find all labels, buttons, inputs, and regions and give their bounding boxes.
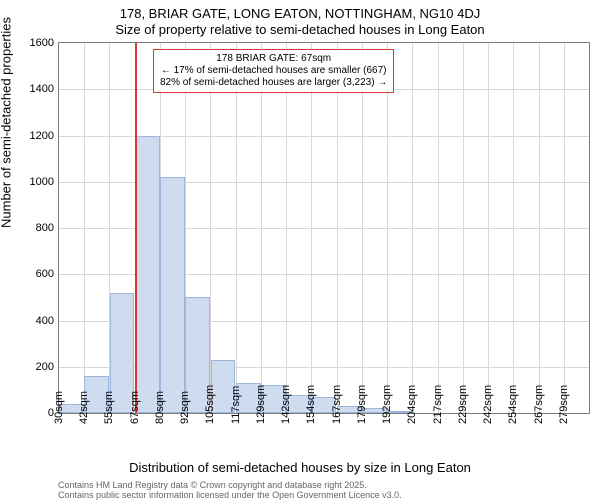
y-tick-label: 200 (14, 361, 54, 373)
y-tick-label: 1000 (14, 176, 54, 188)
y-tick-label: 1200 (14, 130, 54, 142)
grid-v (236, 43, 237, 413)
grid-v (84, 43, 85, 413)
grid-v (261, 43, 262, 413)
grid-v (564, 43, 565, 413)
x-axis-label: Distribution of semi-detached houses by … (0, 460, 600, 475)
bar (135, 136, 160, 414)
grid-v (286, 43, 287, 413)
grid-v (488, 43, 489, 413)
annotation-box: 178 BRIAR GATE: 67sqm← 17% of semi-detac… (153, 49, 394, 93)
annotation-line (135, 43, 137, 413)
y-tick-label: 1600 (14, 37, 54, 49)
y-axis-label: Number of semi-detached properties (0, 17, 14, 228)
chart-plot-area: 178 BRIAR GATE: 67sqm← 17% of semi-detac… (58, 42, 590, 414)
grid-v (387, 43, 388, 413)
y-tick-label: 1400 (14, 83, 54, 95)
grid-v (311, 43, 312, 413)
y-tick-label: 600 (14, 268, 54, 280)
annotation-line-3: 82% of semi-detached houses are larger (… (160, 77, 387, 89)
grid-v (438, 43, 439, 413)
bar (160, 177, 185, 413)
grid-v (362, 43, 363, 413)
title-line-2: Size of property relative to semi-detach… (0, 22, 600, 37)
grid-v (337, 43, 338, 413)
y-tick-label: 0 (14, 407, 54, 419)
grid-v (463, 43, 464, 413)
title-line-1: 178, BRIAR GATE, LONG EATON, NOTTINGHAM,… (0, 6, 600, 21)
grid-v (412, 43, 413, 413)
annotation-line-1: 178 BRIAR GATE: 67sqm (160, 53, 387, 65)
footer-line-2: Contains public sector information licen… (58, 490, 402, 500)
footer-line-1: Contains HM Land Registry data © Crown c… (58, 480, 367, 490)
grid-v (513, 43, 514, 413)
y-tick-label: 800 (14, 222, 54, 234)
grid-v (539, 43, 540, 413)
annotation-line-2: ← 17% of semi-detached houses are smalle… (160, 65, 387, 77)
y-tick-label: 400 (14, 315, 54, 327)
grid-v (210, 43, 211, 413)
